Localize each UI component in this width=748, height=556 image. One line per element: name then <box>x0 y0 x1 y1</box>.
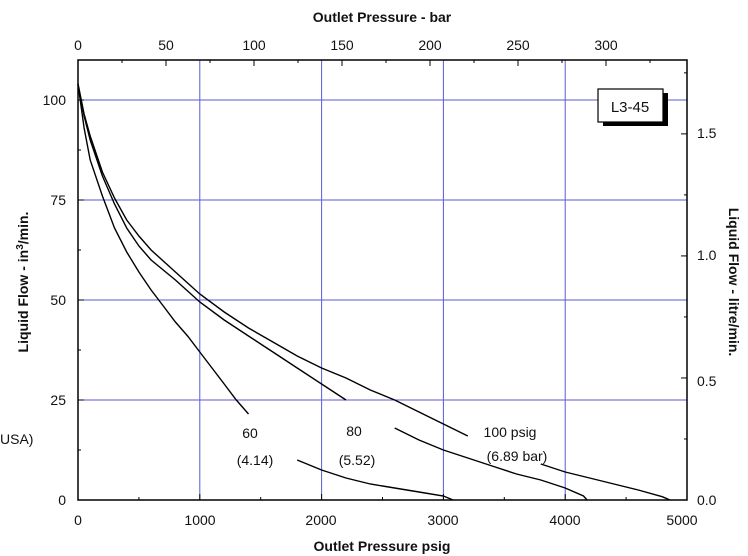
bottom-tick-label: 0 <box>74 512 82 528</box>
left-tick-label: 25 <box>50 392 66 408</box>
bottom-tick-label: 2000 <box>305 512 336 528</box>
model-badge-box <box>597 88 664 123</box>
right-tick-label: 0.0 <box>697 492 717 508</box>
flow-curve-segment <box>540 463 671 501</box>
right-tick-label: 1.5 <box>697 125 717 141</box>
flow-curves <box>77 83 671 501</box>
left-tick-label: 0 <box>58 492 66 508</box>
curve-label-80: 80 <box>346 423 362 439</box>
curve-sublabel-60: (4.14) <box>237 452 274 468</box>
right-tick-label: 0.5 <box>697 373 717 389</box>
flow-curve-segment <box>296 459 454 501</box>
curve-sublabel-100: (6.89 bar) <box>487 448 548 464</box>
flow-curve-segment <box>77 83 469 437</box>
curve-label-100: 100 psig <box>484 424 537 440</box>
bottom-tick-label: 5000 <box>666 512 697 528</box>
top-tick-label: 100 <box>242 37 266 53</box>
left-axis-title-end: /min. <box>15 212 31 245</box>
top-tick-label: 50 <box>158 37 174 53</box>
curve-label-60: 60 <box>242 425 258 441</box>
bottom-tick-label: 3000 <box>427 512 458 528</box>
top-tick-label: 0 <box>74 37 82 53</box>
left-axis-title-main: Liquid Flow - in <box>15 250 31 353</box>
top-tick-label: 300 <box>594 37 618 53</box>
grid-lines <box>78 60 687 500</box>
plot-frame <box>77 59 688 501</box>
bottom-tick-label: 4000 <box>549 512 580 528</box>
bottom-axis-title: Outlet Pressure psig <box>314 538 451 554</box>
left-axis-title: Liquid Flow - in3/min. <box>15 212 32 353</box>
curve-sublabel-80: (5.52) <box>339 452 376 468</box>
curve-annotations: 60 (4.14) 80 (5.52) 100 psig (6.89 bar) <box>237 423 548 468</box>
top-tick-label: 200 <box>418 37 442 53</box>
right-tick-label: 1.0 <box>697 247 717 263</box>
bottom-tick-label: 1000 <box>184 512 215 528</box>
model-badge-label: L3-45 <box>611 99 649 116</box>
left-tick-label: 50 <box>50 292 66 308</box>
top-tick-labels: 0 50 100 150 200 250 300 <box>74 37 618 53</box>
left-tick-label: 75 <box>50 192 66 208</box>
top-axis-title: Outlet Pressure - bar <box>313 9 452 25</box>
model-badge: L3-45 <box>597 88 668 126</box>
bottom-tick-labels: 0 1000 2000 3000 4000 5000 <box>74 512 698 528</box>
right-tick-labels: 0.0 0.5 1.0 1.5 <box>697 125 717 508</box>
right-axis-title: Liquid Flow - litre/min. <box>726 208 742 357</box>
top-tick-label: 250 <box>506 37 530 53</box>
left-tick-label: 100 <box>43 92 67 108</box>
flow-curve-segment <box>394 427 588 501</box>
left-tick-labels: 0 25 50 75 100 <box>43 92 67 508</box>
flow-curve-segment <box>77 83 250 415</box>
cropped-text-fragment: USA) <box>0 431 33 447</box>
flow-curve-segment <box>77 83 347 401</box>
left-axis-title-sup: 3 <box>15 244 26 250</box>
top-tick-label: 150 <box>330 37 354 53</box>
tick-marks <box>77 60 688 501</box>
